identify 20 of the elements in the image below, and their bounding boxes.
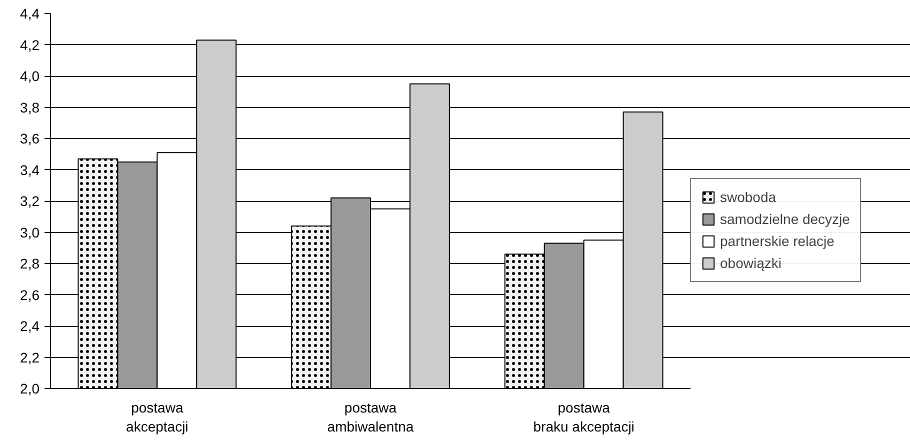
x-tick-label: postawa akceptacji (126, 400, 188, 435)
y-tick-label: 2,0 (20, 380, 40, 396)
y-tick-label: 3,8 (20, 99, 40, 116)
x-tick-label: postawa ambiwalentna (327, 400, 414, 435)
legend-label: samodzielne decyzje (720, 211, 850, 227)
y-tick-label: 3,6 (20, 130, 40, 146)
y-tick-label: 2,2 (20, 349, 40, 366)
y-tick-label: 2,4 (20, 318, 40, 334)
x-tick-label: postawa braku akceptacji (533, 400, 634, 435)
legend-label: partnerskie relacje (720, 233, 834, 249)
y-tick-label: 2,8 (20, 256, 40, 272)
y-tick-label: 3,4 (20, 162, 40, 178)
y-tick-label: 4,2 (20, 36, 40, 53)
legend-label: swoboda (720, 189, 776, 205)
y-tick-label: 4,0 (20, 68, 40, 84)
legend-label: obowiązki (720, 255, 782, 271)
y-tick-label: 3,2 (20, 193, 40, 209)
y-tick-label: 2,6 (20, 286, 40, 303)
y-tick-label: 4,4 (20, 6, 40, 22)
y-tick-label: 3,0 (20, 224, 40, 240)
